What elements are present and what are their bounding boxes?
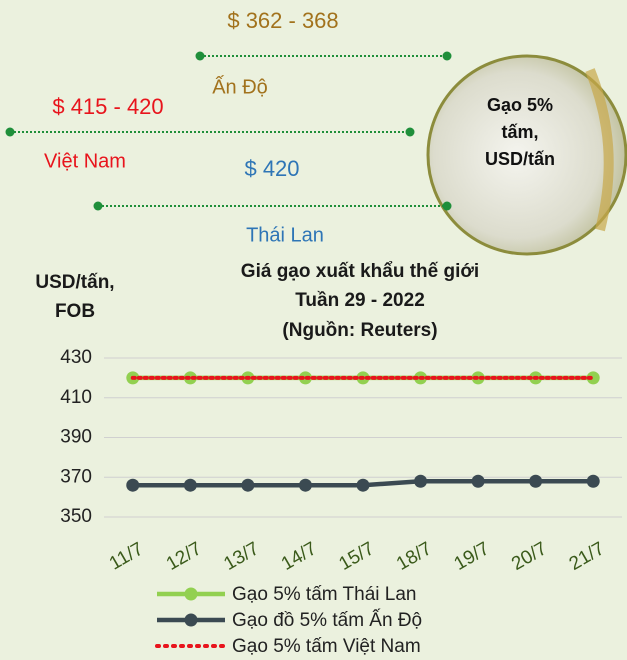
price-thailand: $ 420 [244, 156, 299, 181]
marker [586, 474, 600, 488]
x-tick-label: 11/7 [106, 539, 147, 575]
dot [442, 51, 452, 61]
marker [126, 478, 140, 492]
x-tick-label: 20/7 [508, 538, 551, 575]
marker [356, 478, 370, 492]
y-tick-label: 350 [60, 506, 92, 527]
x-tick-label: 19/7 [451, 538, 494, 575]
marker [414, 474, 428, 488]
price-india: $ 362 - 368 [227, 8, 338, 33]
rice-image [426, 54, 627, 256]
y-tick-label: 370 [60, 466, 92, 487]
chart-subtitle: Tuần 29 - 2022 [295, 290, 425, 311]
dot [5, 127, 15, 137]
chart-title: Giá gạo xuất khẩu thế giới [241, 261, 479, 282]
marker [586, 371, 600, 385]
marker [241, 478, 255, 492]
x-tick-label: 21/7 [566, 538, 609, 575]
y-tick-label: 430 [60, 347, 92, 368]
dot [405, 127, 415, 137]
marker [471, 474, 485, 488]
circle-label: Gạo 5% tấm, USD/tấn [484, 95, 555, 169]
legend-label: Gạo đồ 5% tấm Ấn Độ [232, 609, 422, 631]
dot [442, 201, 452, 211]
legend-marker [184, 613, 198, 627]
chart-source: (Nguồn: Reuters) [282, 320, 437, 341]
country-india: Ấn Độ [212, 75, 268, 98]
legend-label: Gạo 5% tấm Việt Nam [232, 636, 421, 657]
country-thailand: Thái Lan [246, 224, 324, 246]
connector-dots [5, 51, 452, 211]
legend-marker [184, 587, 198, 601]
dot [93, 201, 103, 211]
price-vietnam: $ 415 - 420 [52, 94, 163, 119]
x-tick-label: 13/7 [220, 538, 263, 575]
y-tick-label: 410 [60, 387, 92, 408]
x-tick-label: 14/7 [278, 538, 321, 575]
marker [298, 478, 312, 492]
y-tick-label: 390 [60, 427, 92, 448]
marker [529, 474, 543, 488]
dot [195, 51, 205, 61]
country-vietnam: Việt Nam [44, 150, 126, 172]
x-tick-label: 12/7 [163, 538, 206, 575]
rice-stalk [585, 68, 614, 232]
x-tick-label: 15/7 [335, 538, 378, 575]
x-tick-label: 18/7 [393, 538, 436, 575]
y-axis-label: USD/tấn, FOB [35, 272, 115, 322]
legend-label: Gạo 5% tấm Thái Lan [232, 584, 416, 605]
marker [183, 478, 197, 492]
connectors [10, 55, 447, 207]
